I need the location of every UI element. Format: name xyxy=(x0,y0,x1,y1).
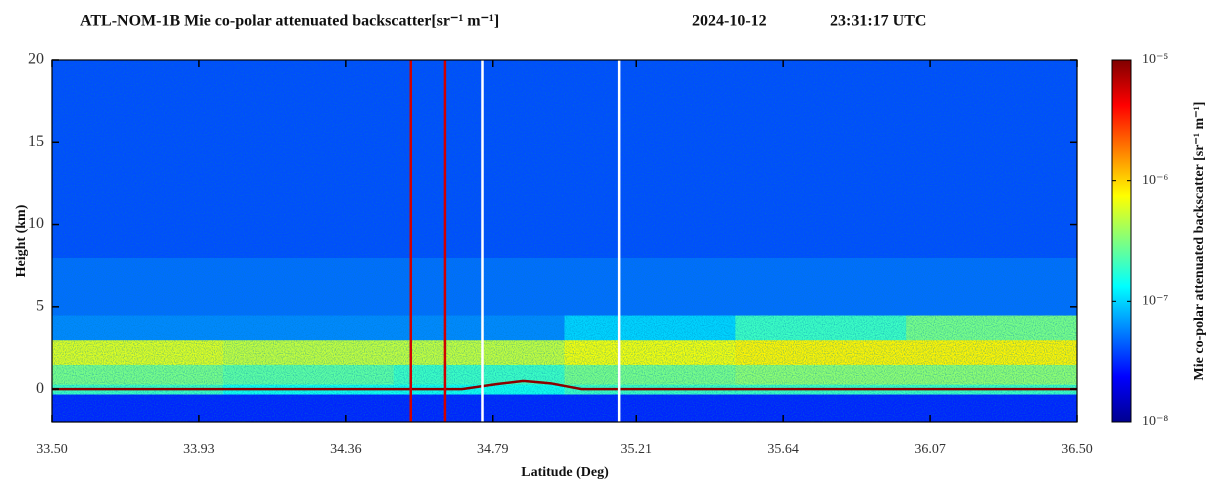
colorbar-tick-label: 10⁻⁷ xyxy=(1142,294,1168,309)
colorbar-tick-label: 10⁻⁶ xyxy=(1142,173,1168,188)
time: 23:31:17 UTC xyxy=(830,13,926,30)
x-tick-label: 34.36 xyxy=(330,442,362,457)
x-tick-label: 34.79 xyxy=(477,442,509,457)
plot-frame xyxy=(51,59,1078,423)
x-tick-label: 35.64 xyxy=(767,442,799,457)
axes: 0 5 10 15 20 33.50 33.93 34.36 34.79 35.21 35.64 36… xyxy=(28,51,1168,458)
x-tick-label: 36.50 xyxy=(1061,442,1093,457)
x-axis-label: Latitude (Deg) xyxy=(521,465,609,480)
y-tick-label: 15 xyxy=(28,133,44,150)
x-tick-label: 33.50 xyxy=(36,442,68,457)
y-tick-label: 5 xyxy=(36,297,44,314)
colorbar-tick-label: 10⁻⁸ xyxy=(1142,414,1168,429)
y-tick-label: 10 xyxy=(28,215,44,232)
x-tick-label: 36.07 xyxy=(914,442,946,457)
colorbar-tick-label: 10⁻⁵ xyxy=(1142,52,1168,67)
y-tick-label: 0 xyxy=(36,380,44,397)
overlay xyxy=(52,60,1077,422)
surface-line xyxy=(52,379,1077,391)
noise-texture xyxy=(52,60,1077,422)
y-axis-label: Height (km) xyxy=(14,204,29,277)
x-tick-label: 35.21 xyxy=(621,442,653,457)
y-tick-label: 20 xyxy=(28,51,44,68)
date: 2024-10-12 xyxy=(692,13,767,30)
colorbar xyxy=(1111,59,1132,423)
colorbar-label: Mie co-polar attenuated backscatter [sr⁻… xyxy=(1192,102,1207,381)
chart-title: ATL-NOM-1B Mie co-polar attenuated backs… xyxy=(80,13,499,30)
x-tick-label: 33.93 xyxy=(183,442,215,457)
